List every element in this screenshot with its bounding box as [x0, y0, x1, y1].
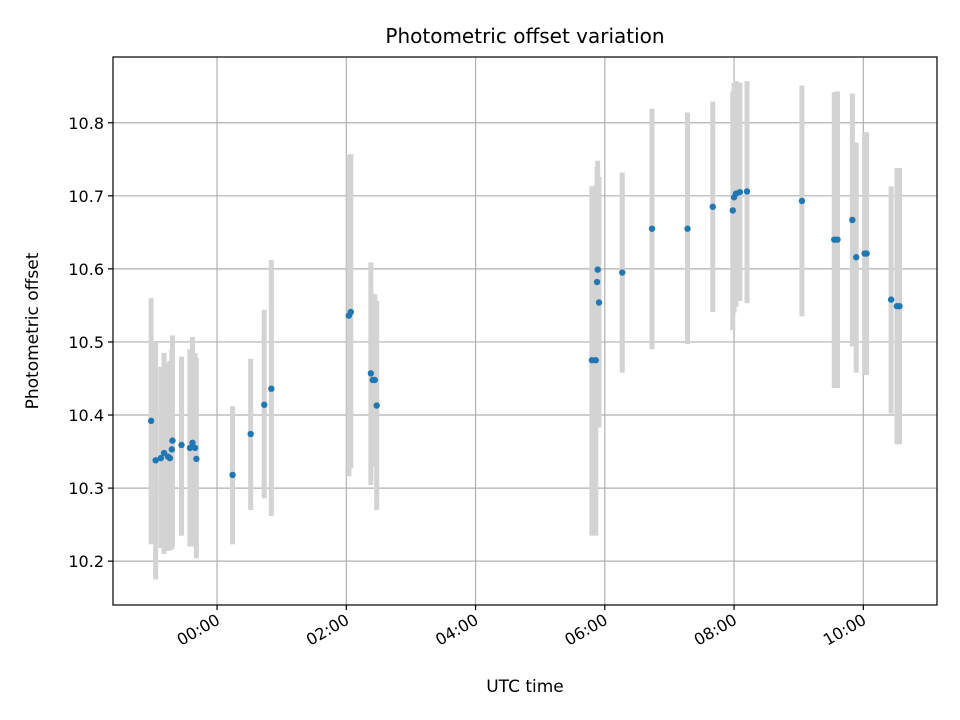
y-axis-label: Photometric offset	[23, 252, 43, 409]
data-point	[593, 278, 601, 286]
data-point	[834, 236, 841, 243]
chart-title: Photometric offset variation	[385, 24, 664, 48]
y-tick-label: 10.8	[68, 114, 104, 133]
data-point	[186, 444, 194, 452]
data-point	[709, 203, 716, 210]
data-point	[592, 357, 599, 364]
data-point	[229, 471, 236, 479]
y-tick-label: 10.3	[68, 479, 104, 498]
data-point	[178, 441, 185, 449]
data-point	[157, 454, 165, 462]
data-point	[619, 269, 626, 276]
data-point	[247, 430, 254, 438]
data-point	[371, 376, 378, 384]
data-point	[147, 417, 155, 425]
data-point	[152, 457, 159, 464]
y-tick-label: 10.6	[68, 260, 104, 279]
data-point	[849, 216, 856, 224]
data-point	[367, 370, 375, 377]
data-point	[347, 308, 355, 316]
data-point	[166, 454, 174, 462]
data-point	[896, 302, 903, 310]
data-point	[743, 188, 751, 195]
y-tick-label: 10.2	[68, 552, 104, 571]
data-point	[684, 225, 691, 232]
data-point	[189, 439, 196, 446]
data-point	[595, 299, 603, 306]
data-point	[853, 254, 860, 261]
x-axis-label: UTC time	[486, 677, 564, 697]
data-point	[373, 402, 380, 409]
data-point	[193, 455, 200, 463]
y-tick-label: 10.7	[68, 187, 104, 206]
data-point	[268, 385, 275, 392]
data-point	[863, 250, 870, 257]
data-point	[729, 207, 736, 214]
data-point	[736, 188, 744, 196]
data-point	[594, 266, 601, 273]
data-point	[648, 225, 656, 232]
data-point	[169, 437, 176, 444]
y-axis-ticks: 10.2 10.3 10.4 10.5 10.6 10.7 10.8	[68, 114, 113, 571]
data-point	[887, 296, 895, 303]
data-point	[261, 401, 268, 408]
data-point	[191, 444, 199, 452]
data-points	[147, 188, 903, 479]
y-tick-label: 10.4	[68, 406, 104, 425]
data-point	[798, 197, 806, 205]
axes-frame	[112, 56, 938, 606]
data-point	[168, 446, 176, 453]
y-tick-label: 10.5	[68, 333, 104, 352]
